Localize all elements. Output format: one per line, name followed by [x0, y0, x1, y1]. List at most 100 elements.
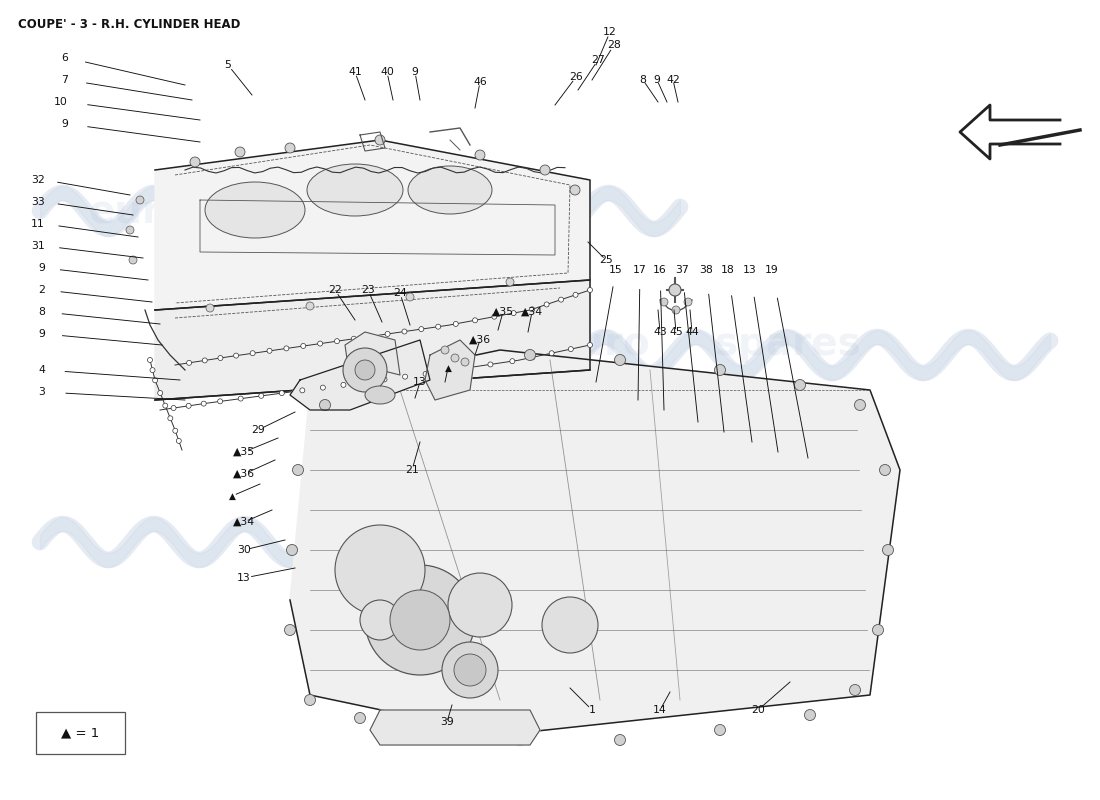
Text: 39: 39 — [440, 717, 454, 727]
Circle shape — [300, 388, 305, 393]
Circle shape — [672, 306, 680, 314]
Text: 13: 13 — [414, 377, 427, 387]
Circle shape — [530, 355, 535, 360]
Polygon shape — [155, 280, 590, 400]
Circle shape — [525, 350, 536, 361]
Text: ▲36: ▲36 — [469, 335, 491, 345]
Circle shape — [362, 380, 366, 385]
Text: ▲: ▲ — [229, 491, 235, 501]
Text: 13: 13 — [238, 573, 251, 583]
Circle shape — [267, 348, 272, 354]
Text: 24: 24 — [393, 288, 407, 298]
Text: 25: 25 — [600, 255, 613, 265]
Circle shape — [334, 338, 340, 344]
Circle shape — [360, 600, 400, 640]
Text: 2: 2 — [39, 285, 45, 295]
Circle shape — [202, 358, 207, 363]
Text: 46: 46 — [473, 77, 487, 87]
Circle shape — [285, 143, 295, 153]
Text: 11: 11 — [31, 219, 45, 229]
Circle shape — [136, 196, 144, 204]
Circle shape — [715, 725, 726, 735]
Text: 15: 15 — [609, 265, 623, 275]
Circle shape — [190, 157, 200, 167]
Text: 38: 38 — [700, 265, 713, 275]
Text: 45: 45 — [669, 327, 683, 337]
Circle shape — [615, 734, 626, 746]
Circle shape — [441, 346, 449, 354]
Circle shape — [451, 354, 459, 362]
Text: 42: 42 — [667, 75, 680, 85]
Ellipse shape — [408, 166, 492, 214]
Circle shape — [436, 324, 441, 329]
Circle shape — [473, 318, 477, 323]
Circle shape — [615, 354, 626, 366]
Circle shape — [434, 362, 446, 374]
Circle shape — [569, 346, 573, 352]
Circle shape — [512, 310, 516, 315]
Ellipse shape — [365, 386, 395, 404]
Circle shape — [239, 396, 243, 401]
Circle shape — [176, 438, 182, 443]
Circle shape — [715, 365, 726, 375]
Circle shape — [319, 399, 330, 410]
Text: COUPE' - 3 - R.H. CYLINDER HEAD: COUPE' - 3 - R.H. CYLINDER HEAD — [18, 18, 241, 31]
Circle shape — [444, 369, 449, 374]
Circle shape — [172, 406, 176, 410]
Circle shape — [509, 358, 515, 364]
Circle shape — [305, 694, 316, 706]
Text: 41: 41 — [348, 67, 362, 77]
Circle shape — [684, 298, 692, 306]
Circle shape — [587, 287, 593, 293]
Ellipse shape — [205, 182, 305, 238]
Circle shape — [660, 298, 668, 306]
Text: ▲35: ▲35 — [233, 447, 255, 457]
Text: 9: 9 — [39, 263, 45, 273]
Text: ▲36: ▲36 — [233, 469, 255, 479]
Circle shape — [544, 302, 549, 307]
Text: 13: 13 — [744, 265, 757, 275]
Text: 30: 30 — [238, 545, 251, 555]
Circle shape — [284, 346, 289, 351]
Text: 29: 29 — [251, 425, 265, 435]
Circle shape — [258, 394, 264, 398]
Text: spares: spares — [253, 193, 398, 231]
Text: 4: 4 — [39, 365, 45, 375]
Circle shape — [218, 355, 223, 361]
Text: 16: 16 — [653, 265, 667, 275]
Circle shape — [351, 336, 356, 342]
Circle shape — [382, 377, 387, 382]
Circle shape — [453, 322, 459, 326]
Circle shape — [492, 314, 497, 319]
Text: 28: 28 — [607, 40, 620, 50]
Circle shape — [882, 545, 893, 555]
Text: 20: 20 — [751, 705, 764, 715]
Circle shape — [153, 378, 157, 383]
Circle shape — [235, 147, 245, 157]
Text: 31: 31 — [31, 241, 45, 251]
Text: 12: 12 — [603, 27, 617, 37]
Circle shape — [448, 573, 512, 637]
Circle shape — [570, 185, 580, 195]
Polygon shape — [290, 340, 430, 410]
Circle shape — [279, 390, 284, 395]
Circle shape — [385, 331, 390, 337]
Circle shape — [375, 135, 385, 145]
Text: 3: 3 — [39, 387, 45, 397]
Circle shape — [150, 368, 155, 373]
Circle shape — [542, 597, 598, 653]
Circle shape — [186, 403, 191, 408]
Text: 40: 40 — [381, 67, 394, 77]
Text: spares: spares — [715, 325, 860, 363]
Circle shape — [250, 350, 255, 356]
Circle shape — [454, 654, 486, 686]
Circle shape — [306, 302, 313, 310]
Circle shape — [669, 284, 681, 296]
Text: ▲34: ▲34 — [233, 517, 255, 527]
FancyBboxPatch shape — [36, 712, 125, 754]
Text: 22: 22 — [328, 285, 342, 295]
Circle shape — [286, 545, 297, 555]
Text: 27: 27 — [591, 55, 605, 65]
Polygon shape — [155, 140, 590, 310]
Circle shape — [573, 292, 578, 298]
